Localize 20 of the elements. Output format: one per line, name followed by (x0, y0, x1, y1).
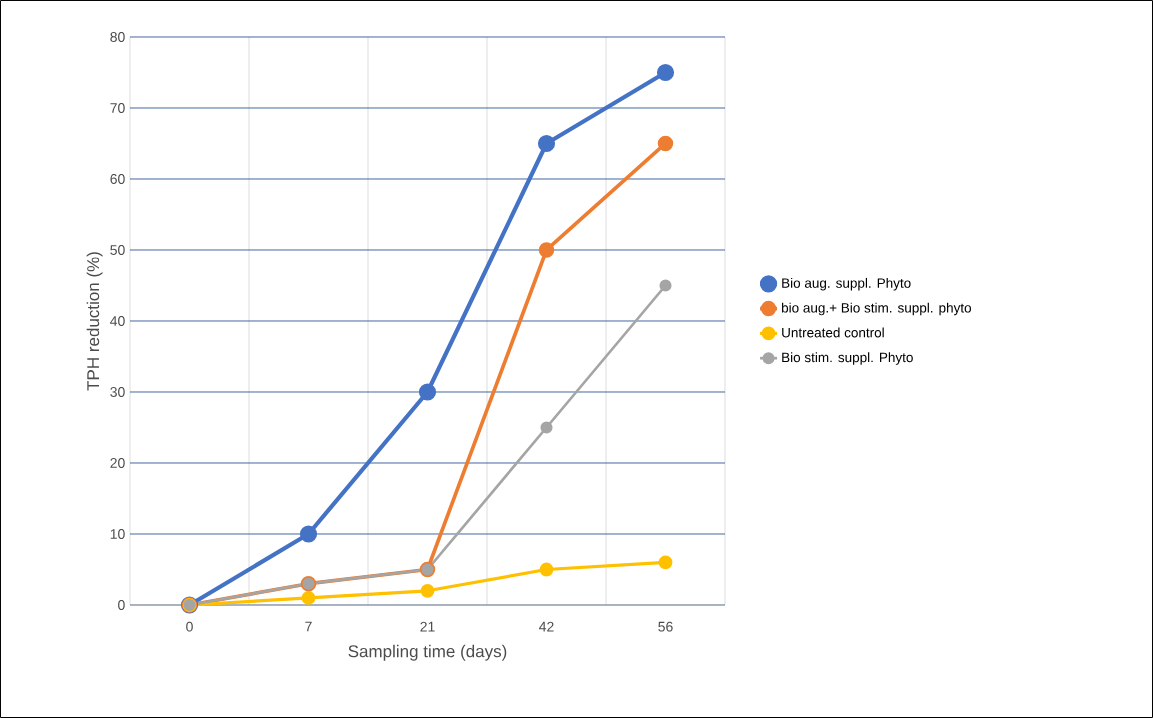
x-tick-label: 7 (305, 621, 312, 632)
y-tick-label: 60 (110, 174, 125, 184)
legend-label: bio aug.+ Bio stim. suppl. phyto (782, 302, 972, 316)
x-tick-label: 42 (539, 621, 554, 632)
y-tick-label: 30 (110, 387, 125, 397)
y-tick-label: 70 (110, 103, 125, 113)
x-tick-label: 21 (420, 621, 435, 632)
y-axis-title: TPH reduction (%) (86, 252, 103, 391)
legend-label: Bio stim. suppl. Phyto (782, 352, 913, 365)
y-tick-label: 40 (110, 316, 125, 326)
y-tick-label: 80 (110, 32, 125, 42)
y-tick-label: 50 (110, 245, 125, 255)
x-tick-label: 0 (186, 621, 193, 632)
legend-label: Bio aug. suppl. Phyto (782, 277, 911, 291)
x-axis-title: Sampling time (days) (348, 644, 507, 661)
y-tick-label: 0 (118, 600, 125, 610)
x-tick-label: 56 (658, 621, 673, 632)
y-tick-label: 10 (110, 529, 125, 539)
y-tick-label: 20 (110, 458, 125, 468)
legend-label: Untreated control (782, 327, 884, 338)
